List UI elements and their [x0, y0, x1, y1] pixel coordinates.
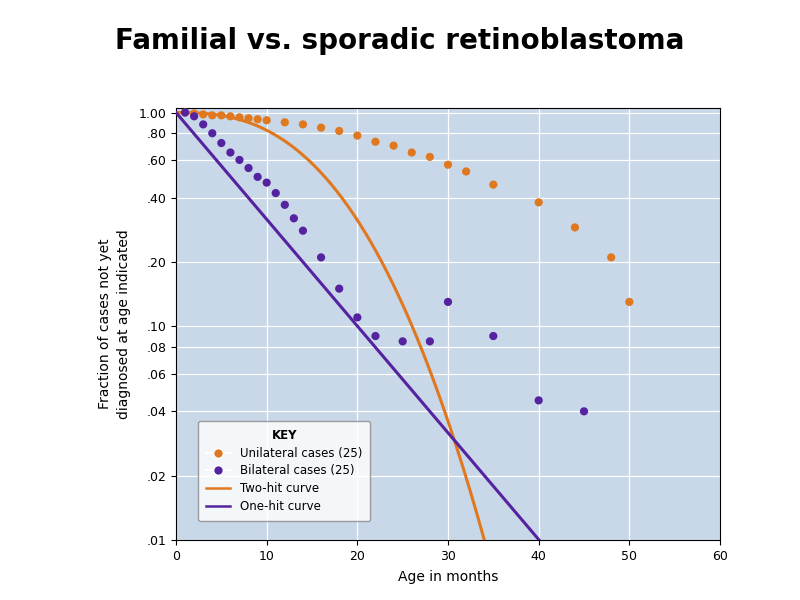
Point: [278, 200, 291, 209]
Legend: Unilateral cases (25), Bilateral cases (25), Two-hit curve, One-hit curve: Unilateral cases (25), Bilateral cases (…: [198, 421, 370, 521]
Point: [206, 128, 218, 138]
Text: Familial vs. sporadic retinoblastoma: Familial vs. sporadic retinoblastoma: [115, 27, 685, 55]
Point: [242, 113, 255, 123]
Point: [605, 253, 618, 262]
Point: [578, 407, 590, 416]
Point: [423, 337, 436, 346]
Point: [487, 180, 500, 190]
Point: [369, 331, 382, 341]
Point: [260, 178, 273, 187]
Point: [532, 197, 545, 207]
Point: [206, 110, 218, 120]
Point: [406, 148, 418, 157]
Point: [487, 331, 500, 341]
Point: [260, 115, 273, 125]
Y-axis label: Fraction of cases not yet
diagnosed at age indicated: Fraction of cases not yet diagnosed at a…: [98, 229, 131, 419]
Point: [215, 138, 228, 148]
Point: [251, 172, 264, 182]
Point: [369, 137, 382, 146]
Point: [297, 119, 310, 129]
Point: [188, 109, 201, 118]
Point: [215, 110, 228, 120]
Point: [396, 337, 409, 346]
Point: [460, 167, 473, 176]
Point: [442, 160, 454, 170]
Point: [197, 110, 210, 119]
Point: [197, 119, 210, 129]
Point: [569, 223, 582, 232]
Point: [333, 284, 346, 293]
Point: [423, 152, 436, 162]
Point: [623, 297, 636, 307]
Point: [297, 226, 310, 235]
Point: [314, 123, 327, 133]
Point: [224, 148, 237, 157]
Point: [351, 313, 364, 322]
Point: [233, 155, 246, 165]
Point: [532, 395, 545, 405]
Point: [387, 141, 400, 151]
Point: [333, 126, 346, 136]
Point: [270, 188, 282, 198]
Point: [351, 131, 364, 140]
Point: [188, 112, 201, 121]
Point: [178, 108, 191, 118]
Point: [178, 108, 191, 118]
Point: [287, 214, 300, 223]
Point: [233, 112, 246, 122]
Point: [251, 115, 264, 124]
Point: [314, 253, 327, 262]
Point: [278, 118, 291, 127]
X-axis label: Age in months: Age in months: [398, 569, 498, 584]
Point: [242, 163, 255, 173]
Point: [442, 297, 454, 307]
Point: [224, 112, 237, 121]
